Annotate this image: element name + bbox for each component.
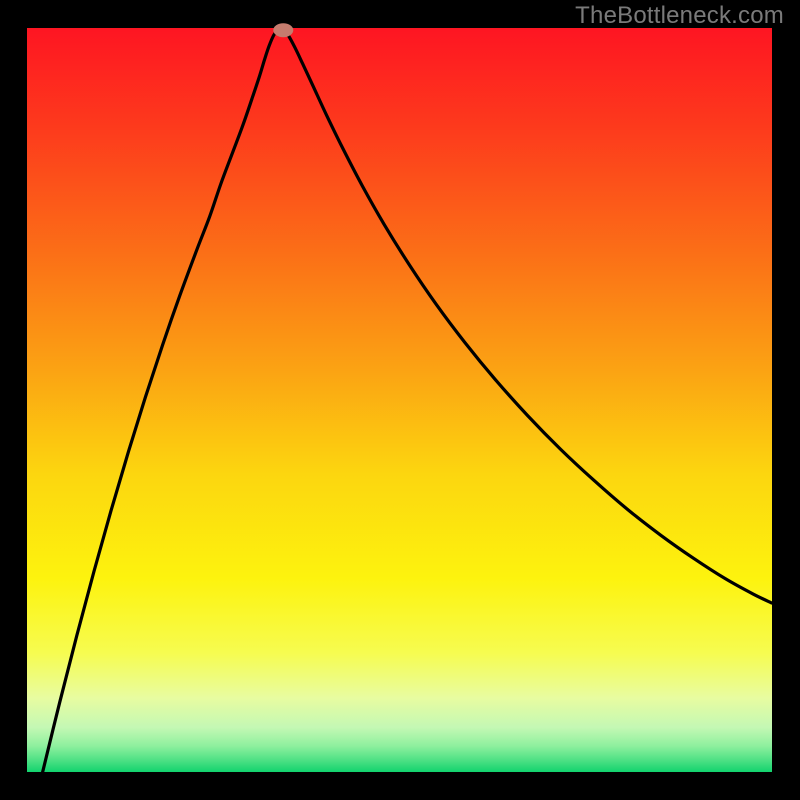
bottleneck-chart [0, 0, 800, 800]
plot-background [27, 28, 772, 772]
watermark-text: TheBottleneck.com [575, 2, 784, 30]
minimum-marker [273, 23, 293, 37]
